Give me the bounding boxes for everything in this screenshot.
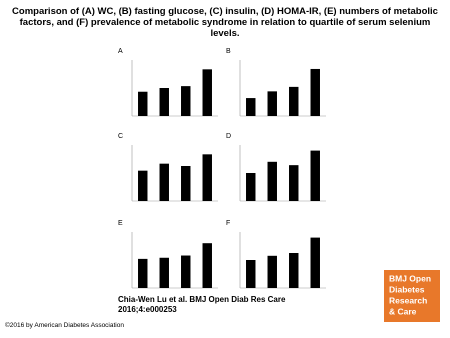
panel-label: D [226, 133, 231, 140]
bar [246, 173, 256, 201]
panel-label: A [118, 48, 123, 55]
copyright: ©2016 by American Diabetes Association [5, 322, 124, 329]
bar [310, 150, 320, 201]
bar [202, 154, 212, 201]
bar [159, 88, 169, 116]
panel-label: F [226, 220, 230, 227]
bar [310, 68, 320, 116]
panel-label: C [118, 133, 123, 140]
bar [181, 255, 191, 288]
logo-box [384, 270, 440, 322]
bar [138, 91, 148, 116]
bar [138, 258, 148, 288]
bar [267, 161, 277, 201]
logo-text: BMJ Open [389, 273, 431, 283]
bar [267, 91, 277, 116]
bar [202, 69, 212, 116]
bar [181, 166, 191, 201]
logo-text: Research [389, 295, 427, 305]
bar [289, 165, 299, 201]
citation: Chia-Wen Lu et al. BMJ Open Diab Res Car… [118, 295, 285, 315]
bar [246, 98, 256, 116]
bar [289, 86, 299, 116]
bar [159, 163, 169, 201]
panel-label: B [226, 48, 231, 55]
bar [159, 257, 169, 288]
bar [267, 255, 277, 288]
bar [181, 86, 191, 116]
citation-line: Chia-Wen Lu et al. BMJ Open Diab Res Car… [118, 295, 286, 304]
logo-text: & Care [389, 306, 417, 316]
bar [138, 170, 148, 201]
bar [289, 253, 299, 288]
panel-label: E [118, 220, 123, 227]
citation-line: 2016;4:e000253 [118, 305, 177, 314]
bar [246, 260, 256, 288]
logo-text: Diabetes [389, 284, 425, 294]
slide-title: Comparison of (A) WC, (B) fasting glucos… [12, 6, 438, 39]
bar [202, 243, 212, 288]
bar [310, 237, 320, 288]
